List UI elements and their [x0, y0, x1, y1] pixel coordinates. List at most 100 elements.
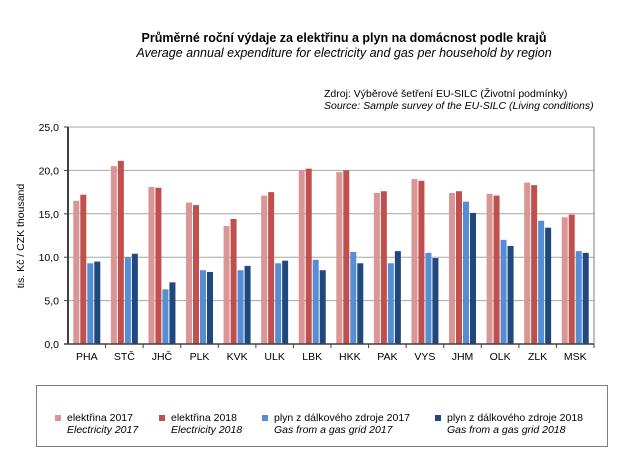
legend-item-gas-2018: plyn z dálkového zdroje 2018 Gas from a … — [435, 412, 583, 436]
bar — [223, 225, 230, 344]
x-tick-labels: PHA STČ JHČ PLK KVK ULK LBK HKK PAK VYS JHM OLK ZLK M… — [76, 350, 587, 363]
bar — [575, 251, 582, 344]
bar — [282, 260, 289, 344]
y-tick-labels: 0,0 5,0 10,0 15,0 20,0 25,0 — [39, 122, 60, 351]
bar — [432, 258, 439, 344]
legend-label-en: Electricity 2018 — [171, 424, 243, 436]
bar — [193, 205, 199, 344]
y-tick-label: 25,0 — [39, 122, 60, 134]
y-tick-label: 15,0 — [39, 209, 60, 221]
x-tick-label: LBK — [302, 351, 322, 363]
bar — [319, 270, 326, 344]
axes — [64, 126, 595, 348]
bar — [298, 170, 305, 344]
bar — [200, 270, 206, 344]
bar — [131, 253, 138, 344]
bar — [456, 191, 462, 344]
bar — [312, 259, 319, 344]
bar — [80, 194, 87, 344]
bar — [207, 271, 213, 344]
bar — [124, 257, 131, 344]
x-tick-label: PAK — [377, 351, 397, 363]
y-tick-label: 20,0 — [39, 165, 60, 177]
bar — [110, 166, 117, 344]
bar — [148, 186, 155, 344]
gridlines — [68, 126, 594, 302]
bar — [94, 261, 101, 344]
x-tick-label: JHČ — [152, 350, 173, 363]
x-tick-label: ZLK — [528, 351, 547, 363]
bar — [524, 182, 531, 344]
x-tick-label: JHM — [452, 351, 474, 363]
bar — [538, 220, 545, 344]
x-tick-label: VYS — [414, 351, 435, 363]
chart-title: Průměrné roční výdaje za elektřinu a ply… — [141, 31, 547, 45]
bar — [449, 192, 455, 344]
bar — [380, 191, 387, 344]
bar — [336, 172, 343, 344]
bar — [387, 263, 394, 344]
bar — [305, 168, 312, 344]
source-note-cz: Zdroj: Výběrové šetření EU-SILC (Životní… — [324, 88, 568, 100]
bar — [561, 217, 568, 344]
legend-label-cz: elektřina 2017 — [67, 412, 133, 424]
legend-item-electricity-2017: elektřina 2017 Electricity 2017 — [55, 412, 138, 436]
bar — [169, 282, 176, 344]
bars — [73, 160, 589, 344]
x-tick-label: PHA — [76, 351, 98, 363]
bar — [425, 252, 432, 344]
legend-swatch — [55, 415, 61, 421]
legend-item-electricity-2018: elektřina 2018 Electricity 2018 — [159, 412, 242, 436]
bar — [357, 263, 364, 344]
bar — [470, 212, 476, 344]
legend-item-gas-2017: plyn z dálkového zdroje 2017 Gas from a … — [262, 412, 410, 436]
bar — [261, 195, 268, 344]
y-tick-label: 0,0 — [44, 339, 59, 351]
bar — [568, 214, 575, 344]
bar — [394, 251, 401, 344]
legend-label-en: Gas from a gas grid 2018 — [447, 424, 566, 436]
bar — [463, 201, 469, 344]
bar — [155, 187, 162, 344]
bar — [545, 227, 552, 344]
x-tick-label: PLK — [190, 351, 210, 363]
legend-label-cz: plyn z dálkového zdroje 2017 — [274, 412, 411, 424]
chart-subtitle: Average annual expenditure for electrici… — [136, 46, 552, 60]
x-tick-label: STČ — [114, 350, 135, 363]
y-tick-label: 10,0 — [39, 252, 60, 264]
legend-label-en: Gas from a gas grid 2017 — [274, 424, 393, 436]
legend-label-en: Electricity 2017 — [67, 424, 139, 436]
bar — [350, 251, 357, 344]
y-axis-label: tis. Kč / CZK thousand — [15, 184, 27, 289]
bar — [507, 245, 514, 344]
bar — [418, 180, 425, 344]
bar — [186, 202, 192, 344]
legend: elektřina 2017 Electricity 2017 elektřin… — [36, 385, 608, 447]
source-note-en: Source: Sample survey of the EU-SILC (Li… — [324, 100, 594, 112]
x-tick-label: ULK — [264, 351, 284, 363]
bar — [493, 195, 500, 344]
bar — [582, 252, 589, 344]
bar — [411, 179, 418, 344]
legend-swatch — [159, 415, 165, 421]
bar — [268, 192, 275, 344]
bar — [531, 185, 538, 344]
bar — [117, 160, 124, 344]
y-tick-label: 5,0 — [44, 296, 59, 308]
x-tick-label: KVK — [227, 351, 248, 363]
x-tick-label: OLK — [490, 351, 511, 363]
bar — [343, 170, 350, 344]
bar — [73, 200, 80, 344]
legend-label-cz: plyn z dálkového zdroje 2018 — [447, 412, 584, 424]
legend-label-cz: elektřina 2018 — [171, 412, 237, 424]
bar — [230, 219, 237, 344]
x-tick-label: HKK — [339, 351, 361, 363]
x-tick-label: MSK — [564, 351, 587, 363]
bar — [244, 265, 251, 344]
legend-swatch — [435, 415, 441, 421]
bar — [486, 193, 493, 344]
bar — [500, 239, 507, 344]
bar — [275, 263, 282, 344]
bar — [373, 192, 380, 344]
